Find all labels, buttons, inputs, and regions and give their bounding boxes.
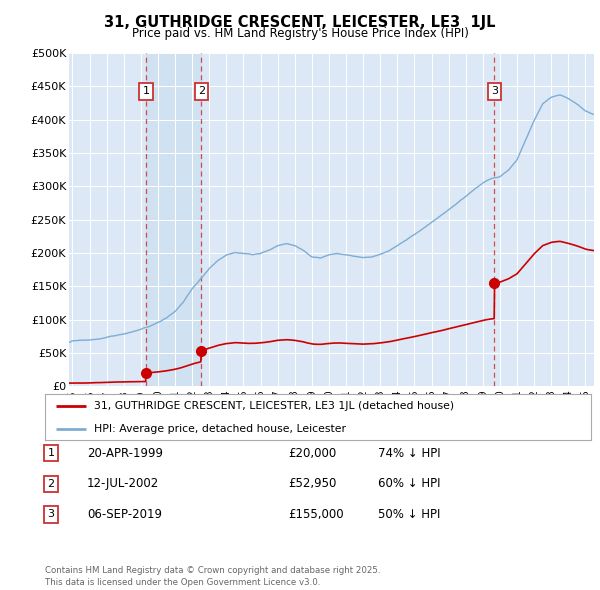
- Text: Price paid vs. HM Land Registry's House Price Index (HPI): Price paid vs. HM Land Registry's House …: [131, 27, 469, 40]
- Text: 1: 1: [142, 87, 149, 96]
- Text: 1: 1: [47, 448, 55, 458]
- Text: 06-SEP-2019: 06-SEP-2019: [87, 508, 162, 521]
- Text: 3: 3: [491, 87, 498, 96]
- Text: 74% ↓ HPI: 74% ↓ HPI: [378, 447, 440, 460]
- Text: 20-APR-1999: 20-APR-1999: [87, 447, 163, 460]
- Text: Contains HM Land Registry data © Crown copyright and database right 2025.
This d: Contains HM Land Registry data © Crown c…: [45, 566, 380, 587]
- Text: 3: 3: [47, 510, 55, 519]
- Text: £20,000: £20,000: [288, 447, 336, 460]
- Text: 2: 2: [197, 87, 205, 96]
- Text: £52,950: £52,950: [288, 477, 337, 490]
- Text: 31, GUTHRIDGE CRESCENT, LEICESTER, LE3  1JL: 31, GUTHRIDGE CRESCENT, LEICESTER, LE3 1…: [104, 15, 496, 30]
- Text: 50% ↓ HPI: 50% ↓ HPI: [378, 508, 440, 521]
- Text: 31, GUTHRIDGE CRESCENT, LEICESTER, LE3 1JL (detached house): 31, GUTHRIDGE CRESCENT, LEICESTER, LE3 1…: [94, 401, 454, 411]
- Text: 12-JUL-2002: 12-JUL-2002: [87, 477, 159, 490]
- Bar: [146, 53, 201, 386]
- Text: HPI: Average price, detached house, Leicester: HPI: Average price, detached house, Leic…: [94, 424, 346, 434]
- Text: £155,000: £155,000: [288, 508, 344, 521]
- Text: 2: 2: [47, 479, 55, 489]
- Text: 60% ↓ HPI: 60% ↓ HPI: [378, 477, 440, 490]
